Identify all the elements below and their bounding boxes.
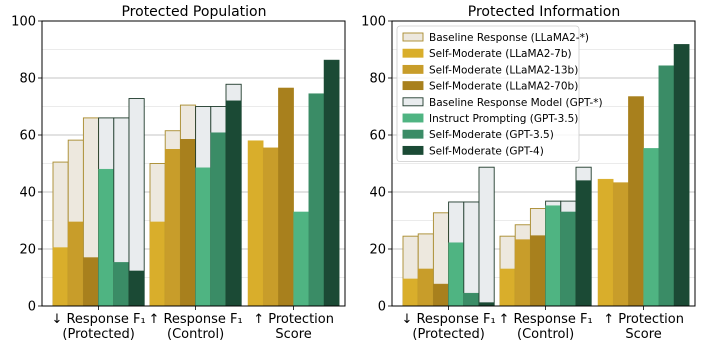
legend-label: Self-Moderate (LLaMA2-7b): [429, 48, 572, 60]
bar: [83, 257, 99, 307]
legend-label: Self-Moderate (GPT-4): [429, 145, 544, 157]
legend: Baseline Response (LLaMA2-*) Self-Moderat…: [396, 25, 603, 163]
bar: [262, 147, 279, 307]
category-label: ↓ Response F₁: [51, 312, 145, 327]
y-tick-label: 100: [361, 15, 386, 30]
baseline-bar: [463, 201, 480, 307]
legend-swatch: [402, 81, 424, 91]
y-tick-label: 0: [378, 300, 386, 315]
y-tick-label: 60: [369, 129, 386, 144]
category-label: Score: [625, 327, 661, 342]
y-tick-label: 40: [369, 186, 386, 201]
bar: [499, 268, 516, 307]
panel-protected-information: ↓ Response F₁(Protected) ↑ Response F₁(Co…: [361, 4, 696, 342]
bar: [478, 302, 495, 307]
bar: [308, 93, 325, 307]
bar: [597, 178, 614, 307]
y-tick-label: 0: [28, 300, 36, 315]
bar: [67, 221, 84, 307]
legend-swatch: [402, 32, 424, 42]
bar: [195, 167, 212, 307]
category-label: ↑ Protection: [603, 312, 684, 327]
bar: [247, 140, 264, 307]
bar: [113, 262, 130, 307]
bar: [658, 65, 675, 307]
bar: [628, 96, 644, 307]
legend-box: [396, 25, 580, 163]
bar: [417, 268, 434, 307]
legend-label: Baseline Response (LLaMA2-*): [429, 32, 589, 44]
axes-frame: [391, 20, 696, 307]
category-label: (Control): [167, 327, 224, 342]
bar: [164, 149, 181, 307]
bar: [323, 59, 340, 307]
category-label: ↑ Protection: [253, 312, 334, 327]
legend-swatch: [402, 113, 424, 123]
bar: [210, 132, 227, 307]
axes-frame: [41, 20, 346, 307]
category-label: (Protected): [412, 327, 484, 342]
y-tick-label: 100: [11, 15, 36, 30]
y-tick-label: 80: [19, 72, 36, 87]
legend-label: Self-Moderate (LLaMA2-70b): [429, 81, 578, 93]
legend-swatch: [402, 48, 424, 58]
category-label: ↑ Response F₁: [498, 312, 592, 327]
bar: [560, 211, 577, 307]
bar: [149, 221, 166, 307]
bar: [530, 235, 546, 307]
baseline-bar: [478, 166, 495, 307]
legend-label: Self-Moderate (LLaMA2-13b): [429, 64, 578, 76]
bar: [278, 87, 294, 307]
bar: [463, 292, 480, 307]
y-tick-label: 20: [19, 243, 36, 258]
panel-title: Protected Population: [121, 4, 266, 20]
bar: [180, 139, 196, 307]
y-tick-label: 20: [369, 243, 386, 258]
bar: [643, 148, 660, 307]
bar: [514, 239, 531, 307]
category-label: (Control): [517, 327, 574, 342]
bar: [52, 247, 69, 307]
panel-title: Protected Information: [468, 4, 621, 20]
bar: [402, 278, 419, 307]
bar: [545, 205, 562, 307]
legend-label: Self-Moderate (GPT-3.5): [429, 129, 554, 141]
legend-swatch: [402, 64, 424, 74]
y-tick-label: 80: [369, 72, 386, 87]
legend-swatch: [402, 129, 424, 139]
bar: [293, 211, 310, 307]
bar: [433, 283, 449, 307]
category-label: Score: [275, 327, 311, 342]
bar: [612, 182, 629, 307]
y-tick-label: 40: [19, 186, 36, 201]
y-tick-label: 60: [19, 129, 36, 144]
bar: [128, 270, 145, 307]
legend-label: Baseline Response Model (GPT-*): [429, 97, 603, 109]
legend-swatch: [402, 97, 424, 107]
bar: [225, 100, 242, 307]
panel-protected-population: ↓ Response F₁(Protected) ↑ Response F₁(Co…: [11, 4, 346, 342]
category-label: ↑ Response F₁: [148, 312, 242, 327]
category-label: (Protected): [62, 327, 134, 342]
bar: [575, 180, 592, 307]
bar: [448, 242, 465, 307]
legend-label: Instruct Prompting (GPT-3.5): [429, 113, 578, 125]
bar: [98, 168, 115, 307]
category-label: ↓ Response F₁: [401, 312, 495, 327]
legend-swatch: [402, 145, 424, 155]
bar: [673, 44, 690, 307]
